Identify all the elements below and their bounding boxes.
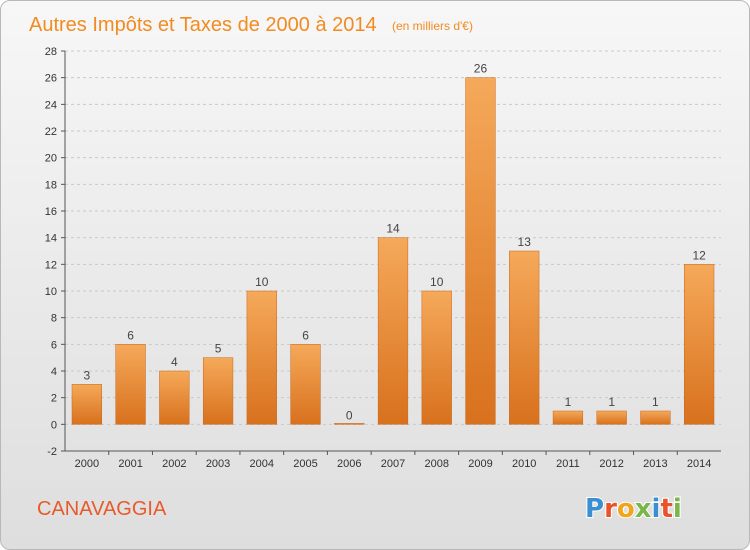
logo-letter: x: [635, 494, 652, 524]
bar-2002: [159, 370, 190, 425]
x-tick-label-2014: 2014: [687, 458, 711, 470]
bar-2008: [421, 290, 452, 425]
x-tick-label-2002: 2002: [162, 458, 186, 470]
x-tick-label-2005: 2005: [293, 458, 317, 470]
y-tick-label: 20: [45, 153, 57, 165]
logo-letter: i: [652, 494, 661, 524]
x-tick-label-2011: 2011: [556, 458, 580, 470]
x-tick-label-2000: 2000: [75, 458, 99, 470]
y-tick-label: 16: [45, 206, 57, 218]
bar-2001: [115, 344, 146, 425]
x-tick-label-2003: 2003: [206, 458, 230, 470]
value-label-2013: 1: [652, 395, 659, 409]
bar-2000: [71, 384, 102, 425]
value-label-2002: 4: [171, 355, 178, 369]
value-label-2010: 13: [518, 235, 532, 249]
bar-2009: [465, 77, 496, 425]
x-tick-label-2013: 2013: [643, 458, 667, 470]
value-labels: 3 6 4 5 10 6 0 14 10 26 13 1 1 1 12: [84, 62, 707, 423]
value-label-2008: 10: [430, 275, 444, 289]
bar-2004: [246, 290, 277, 425]
logo-letter: o: [617, 494, 635, 524]
bar-2012: [596, 410, 627, 425]
value-label-2011: 1: [565, 395, 572, 409]
value-label-2004: 10: [255, 275, 269, 289]
value-label-2005: 6: [302, 328, 309, 342]
x-tick-label-2004: 2004: [250, 458, 274, 470]
city-name: CANAVAGGIA: [37, 498, 167, 520]
y-tick-label: 28: [45, 46, 57, 58]
y-tick-label: 2: [51, 393, 57, 405]
x-tick-label-2001: 2001: [118, 458, 142, 470]
y-tick-label: 0: [51, 419, 57, 431]
logo-letter: i: [673, 494, 682, 524]
value-label-2014: 12: [692, 248, 706, 262]
logo-letter: r: [604, 494, 617, 524]
axes: [61, 50, 721, 455]
x-tick-label-2012: 2012: [599, 458, 623, 470]
bar-2005: [290, 344, 321, 425]
bar-2003: [202, 357, 234, 425]
value-label-2009: 26: [474, 62, 488, 76]
bar-2007: [377, 237, 409, 425]
bars: [71, 77, 715, 425]
value-label-2012: 1: [608, 395, 615, 409]
chart-subtitle: (en milliers d'€): [392, 19, 473, 33]
x-tick-label-2008: 2008: [424, 458, 448, 470]
bar-2006: [334, 423, 365, 425]
chart-title: Autres Impôts et Taxes de 2000 à 2014: [29, 14, 377, 36]
y-tick-label: 4: [51, 366, 57, 378]
y-tick-label: 6: [51, 339, 57, 351]
y-tick-label: -2: [47, 446, 57, 458]
value-label-2000: 3: [84, 368, 91, 382]
y-tick-label: 8: [51, 313, 57, 325]
y-tick-label: 18: [45, 179, 57, 191]
value-label-2007: 14: [386, 222, 400, 236]
y-tick-label: 14: [45, 233, 57, 245]
x-tick-label-2010: 2010: [512, 458, 536, 470]
y-tick-label: 24: [45, 99, 57, 111]
y-tick-label: 12: [45, 259, 57, 271]
value-label-2001: 6: [127, 328, 134, 342]
logo-letter: t: [660, 494, 672, 524]
bar-2014: [684, 264, 715, 425]
proxiti-logo: Proxiti: [585, 494, 682, 524]
x-tick-label-2006: 2006: [337, 458, 361, 470]
bar-2010: [509, 250, 540, 425]
value-label-2006: 0: [346, 408, 353, 422]
y-tick-label: 26: [45, 73, 57, 85]
x-tick-label-2007: 2007: [381, 458, 405, 470]
bar-2013: [640, 410, 671, 425]
bar-2011: [552, 410, 584, 425]
logo-letter: P: [585, 494, 604, 524]
y-tick-label: 10: [45, 286, 57, 298]
x-tick-label-2009: 2009: [468, 458, 492, 470]
value-label-2003: 5: [215, 342, 222, 356]
y-tick-label: 22: [45, 126, 57, 138]
